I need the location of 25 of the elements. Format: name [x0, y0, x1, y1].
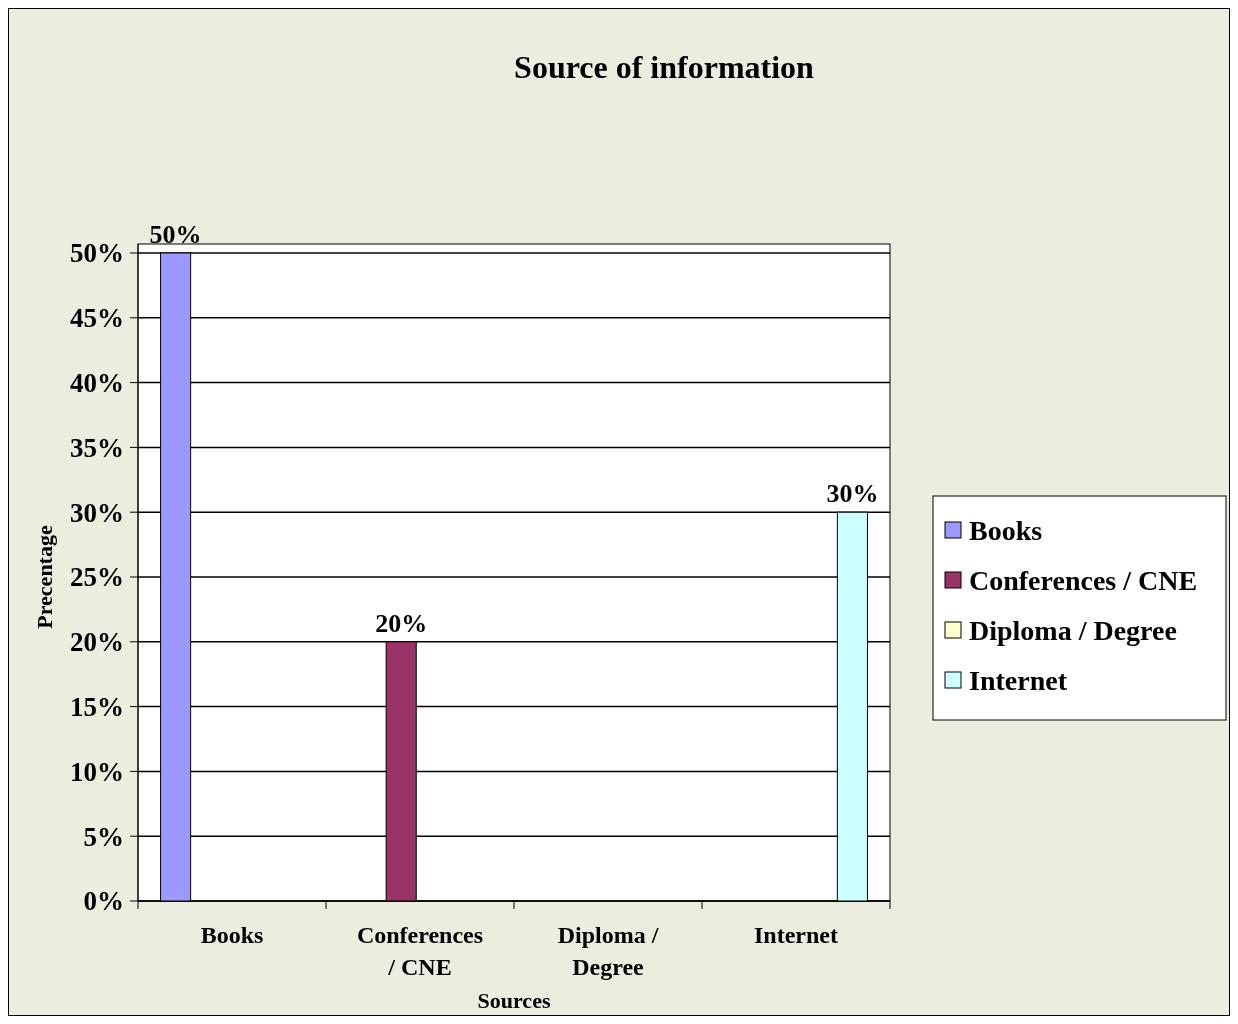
x-tick-label: Diploma / Degree — [557, 922, 659, 980]
data-label: 50% — [149, 220, 202, 249]
y-tick-label: 15% — [70, 692, 124, 723]
x-axis-title: Sources — [477, 988, 551, 1013]
legend-label: Internet — [969, 664, 1068, 696]
y-tick-label: 35% — [70, 432, 124, 463]
y-tick-label: 45% — [70, 303, 124, 334]
legend-label: Diploma / Degree — [969, 614, 1177, 646]
y-tick-label: 5% — [83, 821, 124, 852]
legend-label: Books — [969, 514, 1043, 546]
legend-label: Conferences / CNE — [969, 564, 1198, 596]
data-label: 20% — [375, 608, 428, 638]
x-tick-label: Books — [200, 922, 264, 948]
x-tick-label: Internet — [754, 922, 838, 948]
chart-title: Source of information — [514, 49, 815, 85]
y-tick-label: 40% — [70, 368, 124, 399]
y-tick-label: 30% — [70, 497, 124, 528]
y-tick-label: 50% — [70, 238, 124, 269]
y-tick-label: 25% — [70, 562, 124, 593]
y-tick-label: 20% — [70, 627, 124, 658]
y-tick-label: 0% — [83, 886, 124, 917]
data-label: 30% — [826, 479, 879, 509]
y-tick-label: 10% — [70, 756, 124, 787]
x-tick-label: Conferences / CNE — [356, 922, 484, 980]
y-axis-title: Precentage — [32, 525, 57, 629]
